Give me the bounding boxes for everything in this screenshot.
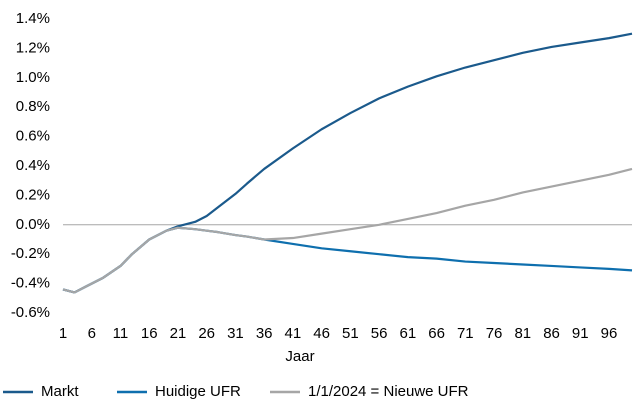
series-line (62, 32, 633, 294)
x-tick-label: 86 (543, 325, 560, 342)
x-tick-label: 1 (59, 325, 67, 342)
x-axis-label: Jaar (285, 348, 314, 365)
x-tick-label: 21 (170, 325, 187, 342)
series-line (62, 167, 633, 294)
y-tick-label: -0.4% (11, 275, 50, 292)
y-tick-label: 0.6% (16, 128, 50, 145)
series-line (62, 226, 633, 294)
y-tick-label: 1.4% (16, 10, 50, 27)
legend-label: 1/1/2024 = Nieuwe UFR (308, 383, 469, 400)
x-tick-label: 71 (457, 325, 474, 342)
x-tick-label: 26 (198, 325, 215, 342)
x-tick-label: 96 (601, 325, 618, 342)
y-tick-label: 0.4% (16, 157, 50, 174)
y-tick-label: -0.6% (11, 304, 50, 321)
x-tick-label: 76 (486, 325, 503, 342)
y-tick-label: 0.0% (16, 216, 50, 233)
x-tick-label: 66 (428, 325, 445, 342)
x-tick-label: 56 (371, 325, 388, 342)
y-tick-label: 0.8% (16, 98, 50, 115)
x-tick-label: 6 (88, 325, 96, 342)
x-tick-label: 46 (313, 325, 330, 342)
x-tick-label: 91 (572, 325, 589, 342)
x-tick-label: 16 (141, 325, 158, 342)
x-tick-label: 81 (514, 325, 531, 342)
x-tick-label: 51 (342, 325, 359, 342)
y-tick-label: -0.2% (11, 245, 50, 262)
x-tick-label: 31 (227, 325, 244, 342)
legend-label: Huidige UFR (155, 383, 241, 400)
y-tick-label: 0.2% (16, 186, 50, 203)
y-tick-label: 1.0% (16, 69, 50, 86)
x-tick-label: 11 (113, 325, 129, 342)
y-tick-label: 1.2% (16, 39, 50, 56)
x-tick-label: 36 (256, 325, 273, 342)
x-tick-label: 41 (285, 325, 302, 342)
x-tick-label: 61 (400, 325, 417, 342)
legend-label: Markt (41, 383, 79, 400)
